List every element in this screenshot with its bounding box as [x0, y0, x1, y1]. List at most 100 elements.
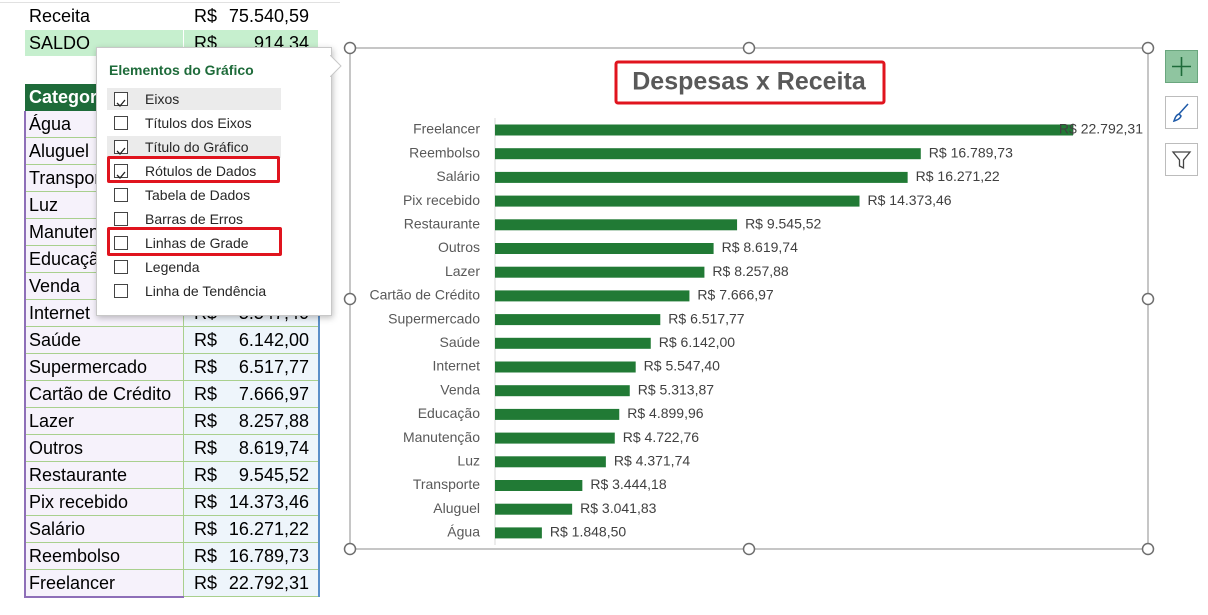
popup-title: Elementos do Gráfico: [109, 62, 254, 78]
menu-item-label: Linhas de Grade: [145, 235, 249, 251]
checkbox[interactable]: [114, 164, 128, 179]
category-label: Internet: [433, 358, 481, 374]
chart-filters-button[interactable]: [1165, 143, 1198, 176]
menu-item[interactable]: Rótulos de Dados: [107, 160, 281, 182]
data-label: R$ 3.041,83: [580, 500, 656, 516]
checkbox[interactable]: [114, 236, 128, 250]
bar: [495, 290, 690, 302]
checkbox[interactable]: [114, 92, 128, 107]
category-label: Pix recebido: [403, 192, 480, 208]
cell: R$: [183, 354, 318, 381]
menu-item[interactable]: Legenda: [107, 256, 281, 278]
highlight-box: [614, 60, 886, 105]
menu-item[interactable]: Linha de Tendência: [107, 280, 281, 302]
menu-item[interactable]: Título do Gráfico: [107, 136, 281, 158]
checkbox[interactable]: [114, 140, 128, 155]
category-label: Lazer: [445, 263, 480, 279]
data-label: R$ 1.848,50: [550, 524, 626, 540]
checkbox[interactable]: [114, 212, 128, 226]
cell: 9.545,52: [238, 465, 309, 485]
data-label: R$ 4.371,74: [614, 453, 690, 469]
data-label: R$ 9.545,52: [745, 216, 821, 232]
data-label: R$ 6.142,00: [659, 334, 735, 350]
menu-item-label: Barras de Erros: [145, 211, 244, 227]
bar: [495, 480, 583, 491]
cell: 22.792,31: [228, 573, 309, 593]
resize-handle[interactable]: [343, 292, 357, 306]
checkmark: [116, 147, 126, 155]
bar: [495, 456, 606, 468]
chart-elements-button[interactable]: [1165, 50, 1198, 83]
data-label: R$ 4.899,96: [627, 405, 703, 421]
menu-item[interactable]: Eixos: [107, 88, 281, 110]
cell: R$: [183, 408, 318, 435]
cell: Freelancer: [25, 570, 183, 597]
menu-item[interactable]: Tabela de Dados: [107, 184, 281, 206]
menu-item-label: Título do Gráfico: [145, 139, 249, 155]
menu-item-label: Títulos dos Eixos: [145, 115, 252, 131]
checkmark: [116, 99, 126, 107]
cell: 14.373,46: [228, 492, 309, 512]
resize-handle[interactable]: [1141, 292, 1155, 306]
data-label: R$ 4.722,76: [623, 429, 699, 445]
category-label: Aluguel: [433, 500, 480, 516]
cell: Receita: [25, 3, 183, 30]
category-label: Educação: [418, 405, 480, 421]
cell: 8.257,88: [238, 411, 309, 431]
resize-handle[interactable]: [742, 41, 756, 55]
resize-handle[interactable]: [343, 41, 357, 55]
bar: [495, 219, 738, 231]
cell: Supermercado: [25, 354, 183, 381]
cell: 16.271,22: [228, 519, 309, 539]
menu-item[interactable]: Barras de Erros: [107, 208, 281, 230]
cell: R$: [183, 543, 318, 570]
resize-handle[interactable]: [1141, 41, 1155, 55]
menu-item-label: Eixos: [145, 91, 180, 107]
menu-item[interactable]: Títulos dos Eixos: [107, 112, 281, 134]
menu-item[interactable]: Linhas de Grade: [107, 232, 281, 254]
data-label: R$ 5.313,87: [638, 381, 714, 397]
resize-handle[interactable]: [1141, 542, 1155, 556]
menu-item-label: Legenda: [145, 259, 200, 275]
checkbox[interactable]: [114, 188, 128, 202]
data-label: R$ 16.789,73: [929, 144, 1013, 160]
cell: 75.540,59: [228, 6, 309, 26]
checkbox[interactable]: [114, 116, 128, 130]
resize-handle[interactable]: [742, 542, 756, 556]
category-label: Supermercado: [388, 310, 480, 326]
data-label: R$ 6.517,77: [668, 310, 744, 326]
data-label: R$ 16.271,22: [916, 168, 1000, 184]
selection-border: [24, 596, 184, 598]
category-label: Água: [447, 524, 480, 540]
cell: Lazer: [25, 408, 183, 435]
cell: 16.789,73: [228, 546, 309, 566]
cell: R$: [183, 489, 318, 516]
highlight-box: [107, 227, 282, 256]
category-label: Restaurante: [404, 216, 480, 232]
chart-styles-button[interactable]: [1165, 96, 1198, 129]
checkbox[interactable]: [114, 284, 128, 298]
cell: 7.666,97: [238, 384, 309, 404]
cell: SALDO: [25, 30, 183, 57]
data-label: R$ 7.666,97: [697, 287, 773, 303]
grid-line: [0, 2, 340, 3]
cell: 8.619,74: [238, 438, 309, 458]
checkmark: [116, 171, 126, 179]
category-label: Outros: [438, 239, 480, 255]
bar: [495, 408, 620, 420]
cell: Cartão de Crédito: [25, 381, 183, 408]
checkbox[interactable]: [114, 260, 128, 274]
bar: [495, 314, 661, 326]
bar: [495, 337, 651, 349]
category-label: Saúde: [440, 334, 481, 350]
category-label: Luz: [457, 453, 480, 469]
popup-pointer: [330, 55, 342, 77]
cell: R$: [183, 435, 318, 462]
bar: [495, 243, 714, 254]
cell: R$: [183, 381, 318, 408]
bar: [495, 361, 636, 373]
resize-handle[interactable]: [343, 542, 357, 556]
bar: [495, 432, 615, 444]
bar: [495, 385, 630, 397]
